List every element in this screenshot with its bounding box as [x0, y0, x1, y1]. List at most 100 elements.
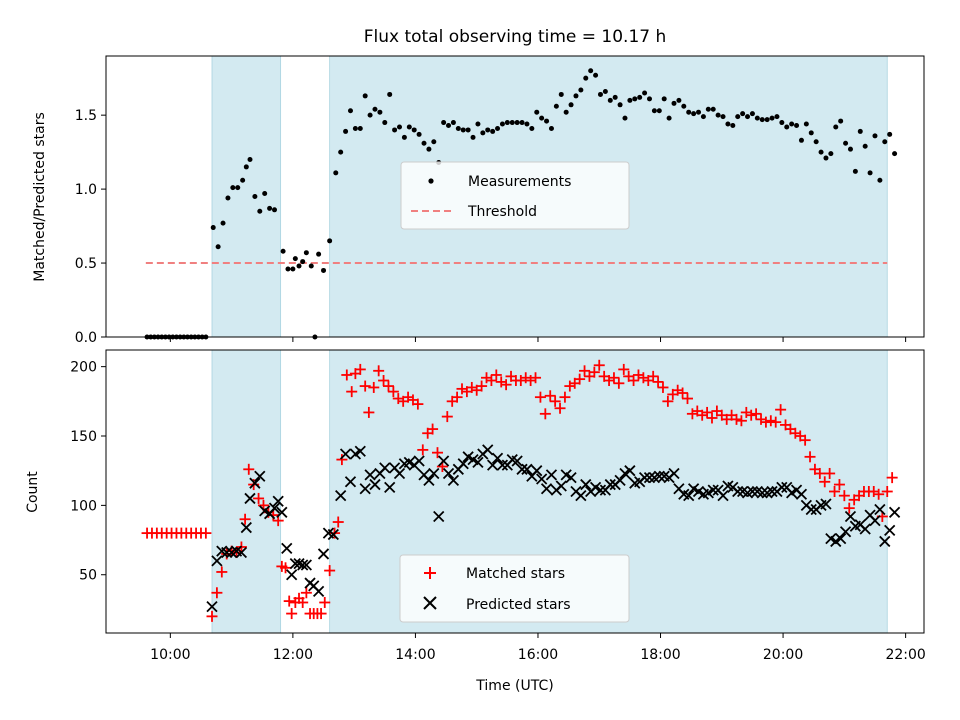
legend-measurements-label: Measurements — [468, 174, 571, 190]
matched-star-point — [500, 379, 512, 391]
matched-star-point — [324, 565, 336, 577]
shaded-interval-0 — [211, 55, 282, 338]
predicted-star-point — [496, 459, 509, 471]
matched-star-point — [804, 451, 816, 463]
matched-star-point — [814, 467, 826, 479]
matched-star-point — [211, 587, 223, 599]
predicted-star-point — [433, 510, 445, 523]
measurement-points — [144, 68, 898, 340]
measurement-point — [470, 134, 476, 140]
matched-star-point — [799, 434, 811, 446]
measurement-point — [696, 109, 702, 115]
measurement-point — [499, 121, 505, 127]
predicted-star-point — [447, 474, 460, 487]
measurement-point — [656, 108, 662, 114]
measurement-point — [539, 115, 545, 121]
measurement-point — [568, 102, 574, 108]
measurement-point — [495, 125, 501, 131]
predicted-star-point — [879, 535, 891, 548]
top-shaded-intervals — [211, 55, 888, 338]
measurement-point — [676, 97, 682, 103]
matched-star-point — [824, 467, 836, 479]
measurement-point — [396, 124, 402, 130]
bottom-legend-box — [399, 554, 630, 623]
measurement-point — [798, 137, 804, 143]
measurement-point — [838, 118, 844, 124]
measurement-point — [460, 127, 466, 133]
bottom-panel: 50 100 150 200 10:00 12:00 14:00 16:00 18:00 20:… — [25, 349, 926, 694]
x-tick-label: 20:00 — [763, 647, 803, 663]
measurement-point — [612, 94, 618, 100]
matched-star-point — [833, 479, 845, 491]
measurement-point — [563, 109, 569, 115]
matched-star-point — [628, 375, 640, 387]
measurement-point — [327, 238, 333, 244]
matched-star-point — [336, 454, 348, 466]
measurement-point — [794, 123, 800, 129]
measurement-point — [823, 155, 829, 161]
matched-star-point — [346, 386, 358, 398]
measurement-point — [892, 151, 898, 157]
measurement-point — [431, 139, 437, 145]
measurement-point — [316, 251, 322, 257]
legend-matched-marker — [424, 567, 436, 579]
measurement-point — [627, 97, 633, 103]
measurement-point — [651, 108, 657, 114]
matched-star-point — [530, 372, 542, 384]
matched-star-point — [286, 608, 298, 620]
measurement-point — [240, 177, 246, 183]
measurement-point — [686, 109, 692, 115]
predicted-star-point — [746, 485, 759, 498]
measurement-point — [455, 125, 461, 131]
measurement-point — [632, 96, 638, 102]
measurement-point — [382, 120, 388, 126]
measurement-point — [450, 120, 456, 126]
measurement-point — [411, 127, 417, 133]
measurement-point — [392, 127, 398, 133]
shaded-interval-0 — [211, 349, 282, 634]
predicted-star-point — [393, 467, 406, 480]
x-tick-label: 22:00 — [885, 647, 925, 663]
predicted-star-point — [423, 474, 435, 487]
predicted-star-point — [276, 506, 288, 518]
matched-star-point — [652, 376, 664, 388]
matched-star-point — [881, 486, 893, 497]
y-tick-label: 50 — [79, 568, 97, 584]
measurement-point — [243, 164, 249, 170]
top-panel: Flux total observing time = 10.17 h 0.00… — [32, 27, 925, 346]
measurement-point — [789, 121, 795, 127]
matched-star-point — [300, 587, 312, 599]
predicted-star-point — [844, 510, 857, 523]
measurement-point — [257, 208, 263, 214]
predicted-star-point — [240, 521, 252, 534]
legend-measurements-marker — [428, 178, 434, 184]
matched-star-point — [701, 406, 713, 418]
predicted-star-point — [580, 478, 592, 491]
measurement-point — [210, 225, 216, 231]
matched-star-point — [315, 608, 327, 620]
matched-star-point — [593, 359, 605, 371]
matched-star-point — [280, 562, 292, 574]
predicted-star-point — [531, 465, 543, 477]
measurement-point — [828, 151, 834, 157]
matched-star-point — [544, 390, 556, 402]
matched-star-point — [765, 415, 777, 427]
measurement-point — [308, 263, 314, 269]
measurement-point — [681, 103, 687, 109]
measurement-point — [553, 103, 559, 109]
predicted-star-point — [235, 546, 248, 559]
matched-star-point — [417, 444, 429, 456]
matched-star-point — [760, 416, 772, 428]
measurement-point — [247, 157, 253, 163]
measurement-point — [847, 146, 853, 152]
predicted-star-point — [359, 483, 371, 495]
predicted-star-point — [795, 488, 808, 500]
matched-star-point — [206, 610, 218, 622]
predicted-star-point — [211, 555, 223, 567]
measurement-point — [352, 125, 358, 131]
predicted-star-point — [457, 458, 469, 470]
bottom-x-ticks: 10:00 12:00 14:00 16:00 18:00 20:00 22:00 — [150, 633, 926, 663]
predicted-star-point — [555, 480, 567, 492]
measurement-point — [220, 220, 226, 226]
bottom-y-axis-label: Count — [25, 471, 41, 513]
